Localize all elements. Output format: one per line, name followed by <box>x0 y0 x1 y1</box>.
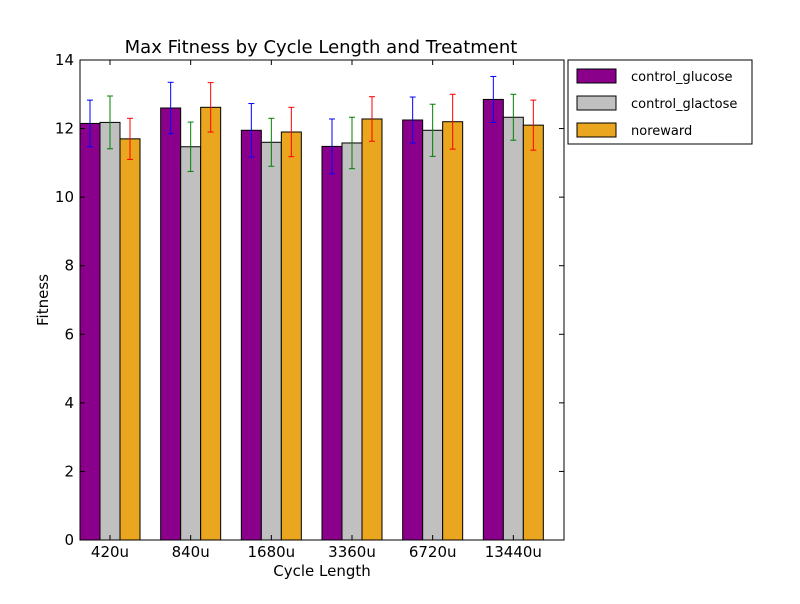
bar-noreward-1680u <box>280 131 302 541</box>
bar-control_glucose-1680u <box>240 129 262 541</box>
error-bar-control_glucose-420u <box>87 99 93 148</box>
axes-frame <box>79 59 565 541</box>
error-bar-control_glactose-420u <box>107 95 113 150</box>
error-bar-noreward-6720u <box>449 93 456 150</box>
error-bar-control_glactose-13440u <box>510 93 517 141</box>
x-tick-label-6720u: 6720u <box>409 543 457 561</box>
y-tick-label: 2 <box>64 462 74 480</box>
x-tick-label-840u: 840u <box>172 543 210 561</box>
y-tick-label: 14 <box>55 51 74 69</box>
bar-control_glucose-420u <box>79 122 101 541</box>
legend-label-control_glactose: control_glactose <box>631 97 737 112</box>
error-bar-control_glactose-3360u <box>349 116 355 170</box>
error-bar-control_glucose-13440u <box>490 75 497 123</box>
legend: control_glucose control_glactose noreward <box>567 59 753 145</box>
legend-label-control_glucose: control_glucose <box>631 70 733 85</box>
error-bar-noreward-840u <box>207 82 214 133</box>
y-tick-label: 0 <box>64 531 74 549</box>
legend-label-noreward: noreward <box>631 124 692 139</box>
error-bar-control_glucose-3360u <box>329 118 335 175</box>
error-bar-control_glactose-1680u <box>268 117 275 167</box>
bar-control_glactose-420u <box>99 121 121 541</box>
x-tick-label-1680u: 1680u <box>247 543 295 561</box>
legend-swatch-control_glactose <box>576 95 617 111</box>
error-bar-noreward-13440u <box>530 99 537 151</box>
bar-control_glactose-840u <box>180 146 202 541</box>
error-bar-control_glucose-6720u <box>409 96 416 144</box>
y-tick-label: 10 <box>55 188 74 206</box>
axis-ticks: 0 2 4 6 8 10 12 14 420u 840u 1680u 3360u 6720u 13440u <box>55 51 564 561</box>
y-tick-label: 6 <box>64 325 74 343</box>
error-bar-noreward-3360u <box>369 96 375 142</box>
x-axis-label: Cycle Length <box>273 562 371 580</box>
bar-noreward-420u <box>119 138 141 541</box>
bar-control_glactose-13440u <box>502 116 524 541</box>
x-tick-label-420u: 420u <box>91 543 129 561</box>
bar-control_glucose-13440u <box>482 98 504 541</box>
bar-control_glucose-6720u <box>402 119 424 541</box>
bar-control_glucose-840u <box>160 107 182 541</box>
error-bar-control_glucose-840u <box>167 81 174 135</box>
y-tick-label: 8 <box>64 257 74 275</box>
error-bar-noreward-1680u <box>288 106 295 158</box>
chart-title: Max Fitness by Cycle Length and Treatmen… <box>125 37 518 58</box>
bar-control_glucose-3360u <box>321 145 343 541</box>
legend-swatch-control_glucose <box>576 68 617 84</box>
error-bar-control_glactose-840u <box>187 121 194 172</box>
bar-noreward-840u <box>200 106 222 541</box>
y-axis-label: Fitness <box>34 274 52 326</box>
error-bar-control_glucose-1680u <box>248 103 255 158</box>
bar-control_glactose-6720u <box>422 129 444 541</box>
y-tick-label: 12 <box>55 120 74 138</box>
bar-noreward-6720u <box>442 121 464 541</box>
plot-area <box>79 75 544 541</box>
bar-control_glactose-1680u <box>260 141 282 541</box>
bar-noreward-13440u <box>522 124 544 541</box>
x-tick-label-3360u: 3360u <box>328 543 376 561</box>
y-tick-label: 4 <box>64 394 74 412</box>
legend-swatch-noreward <box>576 122 617 138</box>
bar-noreward-3360u <box>361 118 383 541</box>
x-tick-label-13440u: 13440u <box>485 543 542 561</box>
error-bar-noreward-420u <box>127 117 133 160</box>
error-bar-control_glactose-6720u <box>429 103 436 157</box>
bar-control_glactose-3360u <box>341 142 363 541</box>
